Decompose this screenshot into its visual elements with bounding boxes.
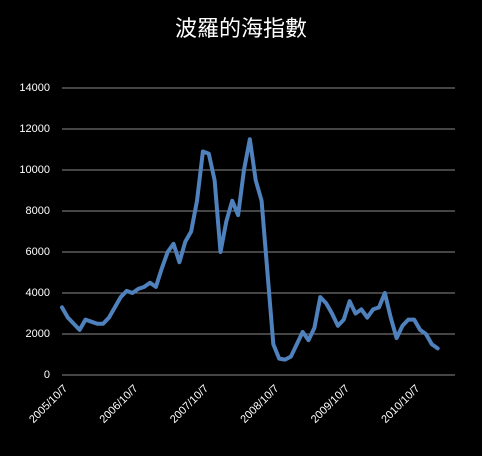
y-tick-label: 14000 <box>19 82 50 94</box>
y-tick-label: 6000 <box>26 246 50 258</box>
x-tick-label: 2009/10/7 <box>309 383 352 426</box>
y-tick-label: 10000 <box>19 164 50 176</box>
y-tick-label: 4000 <box>26 287 50 299</box>
y-tick-label: 8000 <box>26 205 50 217</box>
x-tick-label: 2007/10/7 <box>168 383 211 426</box>
data-line <box>60 137 440 362</box>
x-tick-label: 2005/10/7 <box>27 383 70 426</box>
x-tick-label: 2010/10/7 <box>379 383 422 426</box>
y-tick-label: 12000 <box>19 123 50 135</box>
x-tick-label: 2008/10/7 <box>238 383 281 426</box>
y-tick-label: 2000 <box>26 328 50 340</box>
x-tick-label: 2006/10/7 <box>98 383 141 426</box>
chart-title: 波羅的海指數 <box>175 17 307 42</box>
y-tick-label: 0 <box>44 369 50 381</box>
